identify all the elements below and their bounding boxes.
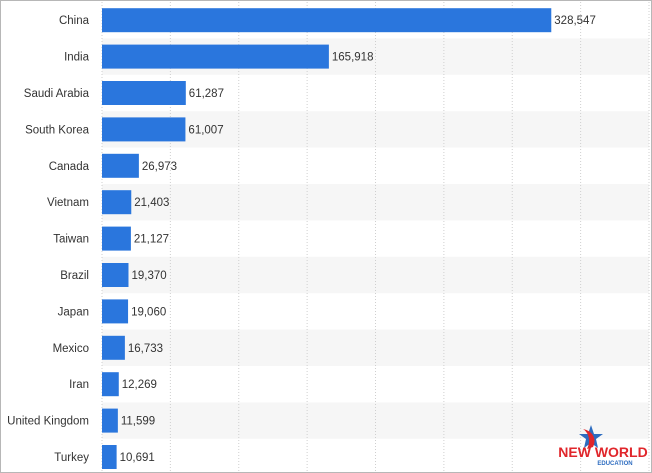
- row-band: [102, 111, 649, 148]
- bar: [102, 81, 186, 105]
- value-label: 21,127: [134, 234, 169, 246]
- value-label: 26,973: [142, 161, 177, 173]
- value-label: 21,403: [134, 197, 169, 209]
- logo-text-line2: EDUCATION: [597, 461, 632, 467]
- grid-lines: [101, 2, 650, 472]
- logo-text-line1: NEW WORLD: [558, 444, 647, 460]
- bar: [102, 117, 186, 142]
- value-label: 328,547: [554, 15, 596, 27]
- category-label: Canada: [49, 161, 90, 173]
- value-labels: 328,547 165,918 61,287 61,007 26,973 21,403 21…: [120, 15, 596, 464]
- value-label: 12,269: [122, 379, 157, 391]
- category-label: Brazil: [60, 270, 89, 282]
- logo-figure-icon: [583, 429, 595, 449]
- value-label: 19,370: [131, 270, 166, 282]
- value-label: 165,918: [332, 52, 374, 64]
- bar: [102, 8, 552, 33]
- category-labels: China India Saudi Arabia South Korea Canada V…: [7, 15, 89, 464]
- value-label: 19,060: [131, 306, 166, 318]
- category-label: Mexico: [53, 343, 89, 355]
- row-band: [102, 402, 649, 439]
- bar: [102, 44, 329, 69]
- bar: [102, 445, 117, 469]
- bar: [102, 190, 132, 215]
- category-label: Vietnam: [47, 197, 89, 209]
- value-label: 61,287: [189, 88, 224, 100]
- value-label: 61,007: [188, 124, 223, 136]
- category-label: Turkey: [54, 452, 89, 464]
- new-world-education-logo: NEW WORLD EDUCATION: [558, 425, 648, 467]
- row-band: [102, 184, 649, 221]
- category-label: China: [59, 15, 90, 27]
- value-label: 11,599: [121, 416, 155, 428]
- value-label: 16,733: [128, 343, 163, 355]
- category-label: South Korea: [25, 124, 90, 136]
- bar: [102, 153, 139, 178]
- category-label: United Kingdom: [7, 416, 89, 428]
- category-label: Saudi Arabia: [24, 88, 90, 100]
- bar: [102, 372, 119, 397]
- category-label: Taiwan: [53, 234, 89, 246]
- category-label: Japan: [58, 306, 89, 318]
- bar: [102, 408, 118, 433]
- category-label: India: [64, 52, 90, 64]
- bar: [102, 263, 129, 287]
- bar: [102, 299, 129, 324]
- bar: [102, 226, 131, 251]
- bars: [102, 8, 552, 469]
- bar: [102, 335, 125, 360]
- category-label: Iran: [69, 379, 89, 391]
- value-label: 10,691: [120, 452, 155, 464]
